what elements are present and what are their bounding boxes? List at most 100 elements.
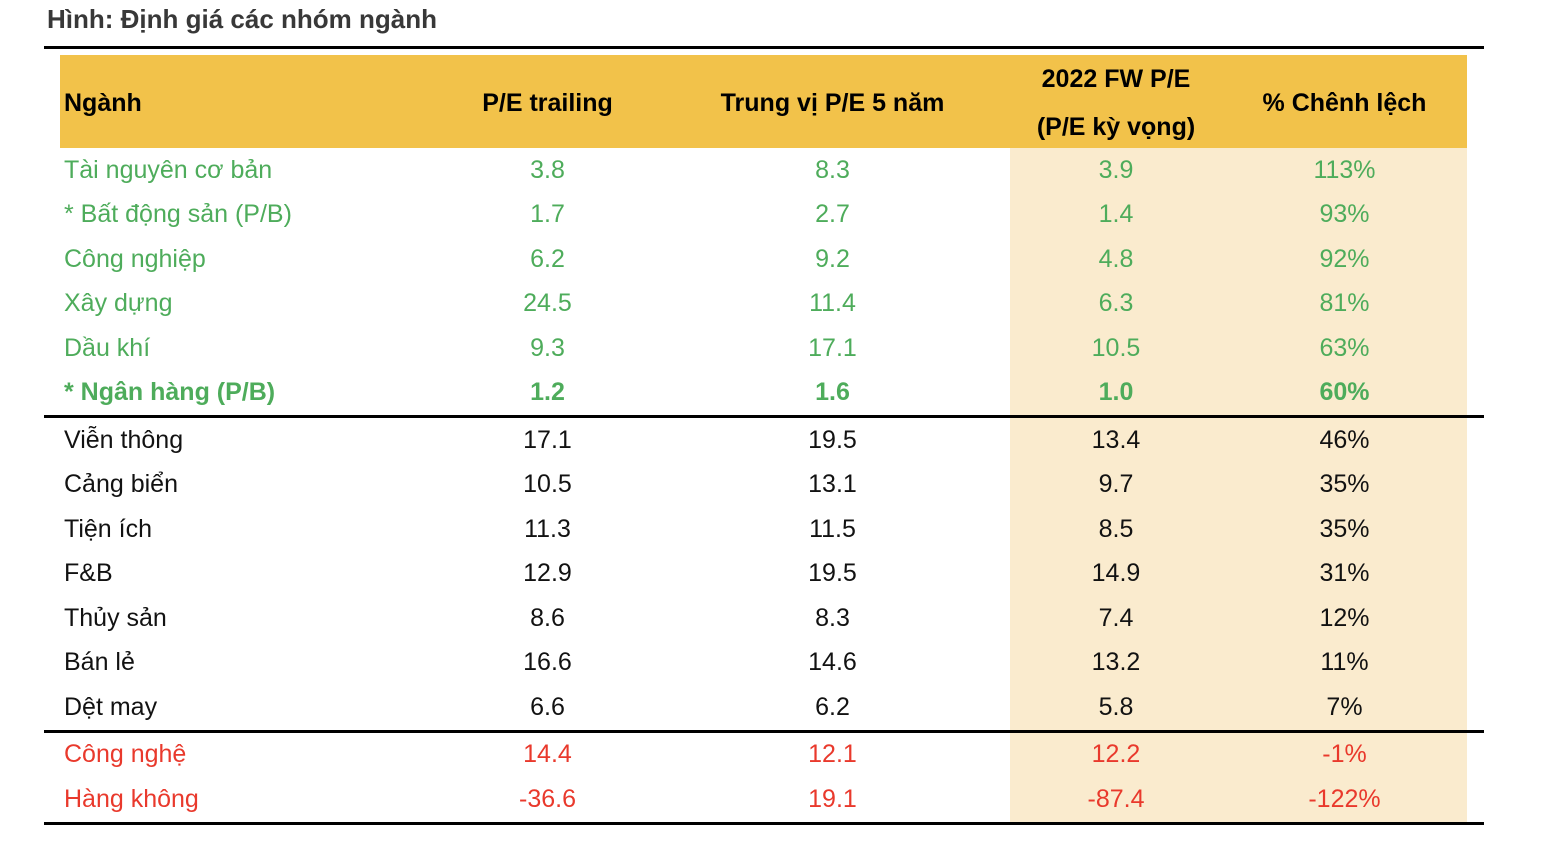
cell-pe-median-5y: 8.3 (815, 603, 850, 632)
cell-chenh-lech: 113% (1222, 148, 1467, 193)
cell-chenh-lech: 92% (1222, 237, 1467, 282)
cell-chenh-lech: 63% (1222, 326, 1467, 371)
cell-pe-trailing: 14.4 (523, 740, 572, 769)
cell-pe-fw-2022: 10.5 (1010, 326, 1222, 371)
cell-nganh: * Ngân hàng (P/B) (64, 378, 276, 407)
table-row: Cảng biển 10.5 13.1 9.7 35% (60, 462, 1467, 507)
cell-chenh-lech: 11% (1222, 640, 1467, 685)
table-row: Tiện ích 11.3 11.5 8.5 35% (60, 507, 1467, 552)
cell-nganh: Tài nguyên cơ bản (64, 155, 273, 184)
cell-chenh-lech: 31% (1222, 551, 1467, 596)
table-row: Tài nguyên cơ bản 3.8 8.3 3.9 113% (60, 148, 1467, 193)
cell-pe-median-5y: 19.5 (808, 559, 857, 588)
cell-pe-fw-2022: 12.2 (1010, 732, 1222, 777)
group-neutral-rows: Viễn thông 17.1 19.5 13.4 46% Cảng biển 10.5 13… (60, 418, 1467, 730)
cell-nganh: Bán lẻ (64, 648, 135, 677)
cell-pe-fw-2022: 5.8 (1010, 685, 1222, 730)
cell-nganh: Công nghiệp (64, 244, 206, 273)
cell-pe-median-5y: 14.6 (808, 648, 857, 677)
cell-chenh-lech: 12% (1222, 596, 1467, 641)
cell-pe-trailing: 6.2 (530, 244, 565, 273)
table-row: Xây dựng 24.5 11.4 6.3 81% (60, 281, 1467, 326)
header-pe-trailing: P/E trailing (482, 89, 613, 117)
header-nganh: Ngành (64, 89, 142, 117)
cell-chenh-lech: 60% (1222, 370, 1467, 415)
table-row: * Ngân hàng (P/B) 1.2 1.6 1.0 60% (60, 370, 1467, 415)
section-divider-1 (44, 415, 1484, 418)
cell-pe-median-5y: 8.3 (815, 155, 850, 184)
table-header-row: Ngành P/E trailing Trung vị P/E 5 năm 20… (60, 55, 1467, 148)
cell-nganh: F&B (64, 559, 113, 588)
cell-pe-median-5y: 11.5 (809, 514, 856, 543)
cell-pe-fw-2022: 13.4 (1010, 418, 1222, 463)
cell-pe-fw-2022: 4.8 (1010, 237, 1222, 282)
cell-pe-fw-2022: 6.3 (1010, 281, 1222, 326)
cell-nganh: Hàng không (64, 784, 199, 813)
cell-pe-trailing: 1.7 (530, 200, 565, 229)
cell-pe-trailing: 9.3 (530, 333, 565, 362)
cell-pe-trailing: 1.2 (530, 378, 565, 407)
cell-nganh: Dầu khí (64, 333, 151, 362)
header-chenh-lech: % Chênh lệch (1262, 89, 1427, 117)
cell-chenh-lech: 46% (1222, 418, 1467, 463)
table-row: Bán lẻ 16.6 14.6 13.2 11% (60, 640, 1467, 685)
cell-pe-fw-2022: 14.9 (1010, 551, 1222, 596)
cell-pe-trailing: 16.6 (523, 648, 572, 677)
cell-pe-fw-2022: 3.9 (1010, 148, 1222, 193)
table-row: F&B 12.9 19.5 14.9 31% (60, 551, 1467, 596)
cell-pe-median-5y: 2.7 (815, 200, 850, 229)
cell-pe-trailing: 24.5 (523, 289, 572, 318)
top-rule (44, 46, 1484, 49)
table-row: Thủy sản 8.6 8.3 7.4 12% (60, 596, 1467, 641)
cell-pe-trailing: 3.8 (530, 155, 565, 184)
table-row: Dầu khí 9.3 17.1 10.5 63% (60, 326, 1467, 371)
table-row: Dệt may 6.6 6.2 5.8 7% (60, 685, 1467, 730)
cell-pe-median-5y: 12.1 (808, 740, 857, 769)
sector-valuation-table: Ngành P/E trailing Trung vị P/E 5 năm 20… (44, 55, 1484, 825)
cell-pe-fw-2022: 8.5 (1010, 507, 1222, 552)
cell-nganh: Thủy sản (64, 603, 167, 632)
cell-pe-fw-2022: 7.4 (1010, 596, 1222, 641)
cell-pe-fw-2022: 9.7 (1010, 462, 1222, 507)
cell-pe-trailing: 10.5 (523, 470, 572, 499)
cell-chenh-lech: 35% (1222, 462, 1467, 507)
header-pe-median-5y: Trung vị P/E 5 năm (720, 89, 945, 117)
cell-nganh: Viễn thông (64, 425, 184, 454)
header-2022-fw-pe: 2022 FW P/E (P/E kỳ vọng) (1010, 55, 1222, 151)
cell-pe-fw-2022: 1.0 (1010, 370, 1222, 415)
cell-pe-trailing: 12.9 (523, 559, 572, 588)
cell-pe-fw-2022: 13.2 (1010, 640, 1222, 685)
cell-pe-trailing: -36.6 (519, 784, 576, 813)
cell-chenh-lech: 7% (1222, 685, 1467, 730)
cell-chenh-lech: 81% (1222, 281, 1467, 326)
cell-pe-median-5y: 9.2 (815, 244, 850, 273)
cell-pe-median-5y: 17.1 (808, 333, 857, 362)
cell-chenh-lech: 93% (1222, 192, 1467, 237)
cell-chenh-lech: -1% (1222, 732, 1467, 777)
cell-chenh-lech: 35% (1222, 507, 1467, 552)
cell-pe-median-5y: 13.1 (808, 470, 857, 499)
cell-pe-trailing: 6.6 (530, 692, 565, 721)
cell-pe-fw-2022: -87.4 (1010, 777, 1222, 822)
cell-nganh: Xây dựng (64, 289, 173, 318)
cell-nganh: * Bất động sản (P/B) (64, 200, 292, 229)
group-undervalued-rows: Tài nguyên cơ bản 3.8 8.3 3.9 113% * Bất động… (60, 148, 1467, 415)
table-row: Viễn thông 17.1 19.5 13.4 46% (60, 418, 1467, 463)
table-row: Hàng không -36.6 19.1 -87.4 -122% (60, 777, 1467, 822)
cell-pe-median-5y: 11.4 (809, 289, 856, 318)
cell-pe-median-5y: 19.5 (808, 425, 857, 454)
table-row: * Bất động sản (P/B) 1.7 2.7 1.4 93% (60, 192, 1467, 237)
cell-nganh: Công nghệ (64, 740, 187, 769)
section-divider-2 (44, 729, 1484, 733)
cell-pe-trailing: 8.6 (530, 603, 565, 632)
cell-pe-fw-2022: 1.4 (1010, 192, 1222, 237)
cell-chenh-lech: -122% (1222, 777, 1467, 822)
group-overvalued-rows: Công nghệ 14.4 12.1 12.2 -1% Hàng không -36.6 1… (60, 732, 1467, 822)
table-row: Công nghệ 14.4 12.1 12.2 -1% (60, 732, 1467, 777)
cell-pe-median-5y: 6.2 (815, 692, 850, 721)
table-bottom-rule (44, 821, 1484, 825)
figure-title: Hình: Định giá các nhóm ngành (47, 4, 437, 34)
cell-nganh: Tiện ích (64, 514, 153, 543)
header-2022-fw-pe-line1: 2022 FW P/E (1041, 65, 1191, 93)
